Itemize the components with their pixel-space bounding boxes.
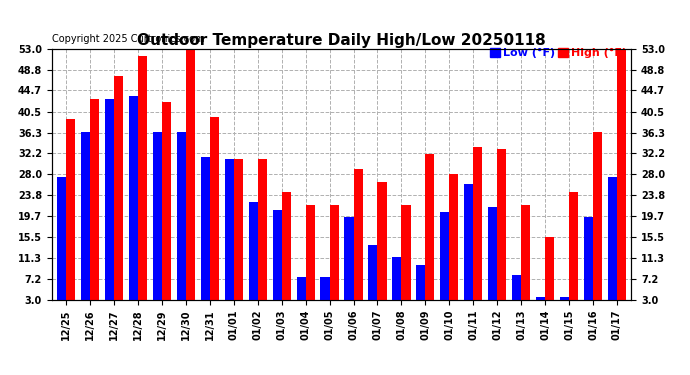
Bar bbox=[449, 174, 458, 300]
Bar bbox=[608, 177, 617, 300]
Bar bbox=[152, 132, 162, 300]
Bar bbox=[584, 217, 593, 300]
Title: Outdoor Temperature Daily High/Low 20250118: Outdoor Temperature Daily High/Low 20250… bbox=[137, 33, 546, 48]
Bar bbox=[81, 132, 90, 300]
Bar bbox=[248, 202, 258, 300]
Bar bbox=[306, 204, 315, 300]
Bar bbox=[162, 102, 171, 300]
Bar bbox=[297, 278, 306, 300]
Bar bbox=[273, 210, 282, 300]
Bar bbox=[234, 159, 243, 300]
Bar bbox=[282, 192, 290, 300]
Bar bbox=[464, 184, 473, 300]
Bar bbox=[105, 99, 114, 300]
Bar bbox=[416, 265, 425, 300]
Bar bbox=[186, 49, 195, 300]
Legend: Low (°F), High (°F): Low (°F), High (°F) bbox=[486, 44, 631, 63]
Bar bbox=[617, 49, 626, 300]
Bar bbox=[258, 159, 267, 300]
Bar bbox=[138, 56, 147, 300]
Bar bbox=[368, 245, 377, 300]
Bar bbox=[330, 204, 339, 300]
Bar bbox=[377, 182, 386, 300]
Bar bbox=[320, 278, 330, 300]
Bar bbox=[497, 149, 506, 300]
Bar bbox=[393, 257, 402, 300]
Bar bbox=[593, 132, 602, 300]
Bar bbox=[569, 192, 578, 300]
Bar bbox=[129, 96, 138, 300]
Bar bbox=[90, 99, 99, 300]
Bar bbox=[473, 147, 482, 300]
Bar bbox=[210, 117, 219, 300]
Text: Copyright 2025 Curtronics.com: Copyright 2025 Curtronics.com bbox=[52, 34, 204, 44]
Bar bbox=[402, 204, 411, 300]
Bar bbox=[545, 237, 554, 300]
Bar bbox=[536, 297, 545, 300]
Bar bbox=[177, 132, 186, 300]
Bar bbox=[512, 275, 521, 300]
Bar bbox=[201, 157, 210, 300]
Bar bbox=[425, 154, 435, 300]
Bar bbox=[66, 119, 75, 300]
Bar bbox=[344, 217, 353, 300]
Bar bbox=[488, 207, 497, 300]
Bar bbox=[225, 159, 234, 300]
Bar bbox=[440, 212, 449, 300]
Bar bbox=[521, 204, 531, 300]
Bar bbox=[114, 76, 123, 300]
Bar bbox=[353, 170, 363, 300]
Bar bbox=[560, 297, 569, 300]
Bar bbox=[57, 177, 66, 300]
